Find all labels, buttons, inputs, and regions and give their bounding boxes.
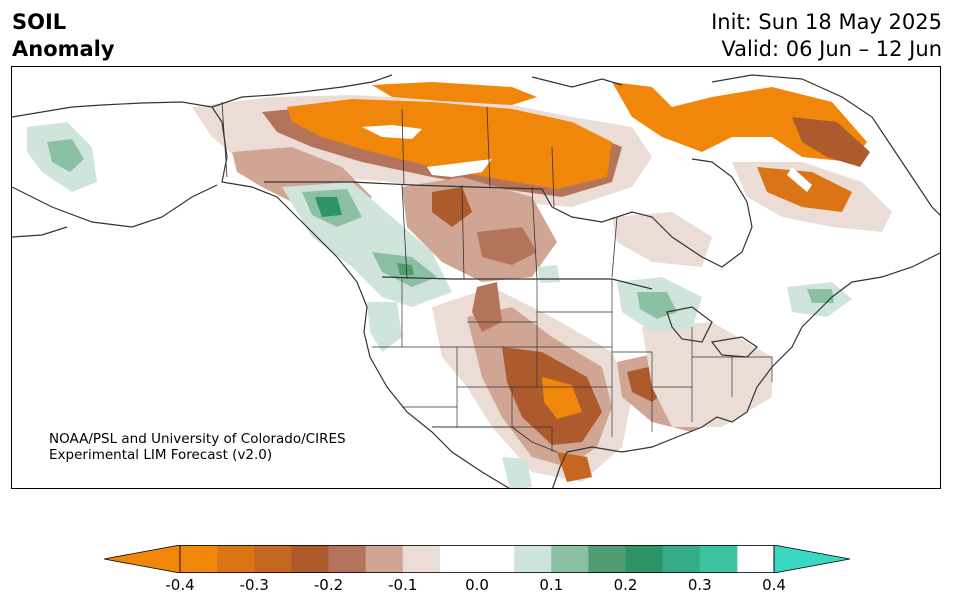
credit-line-2: Experimental LIM Forecast (v2.0) — [49, 447, 273, 463]
credit-text: NOAA/PSL and University of Colorado/CIRE… — [49, 431, 346, 463]
anomaly-stexas — [557, 452, 592, 482]
coastlines-and-borders — [12, 74, 940, 488]
map-panel[interactable] — [11, 66, 941, 489]
variable-title: SOIL — [12, 10, 67, 34]
anomaly-nd-wet — [537, 265, 560, 283]
anomaly-alaska-wet-core — [47, 139, 84, 172]
colorbar-tick-label: 0.0 — [465, 576, 489, 594]
colorbar-tick-label: 0.4 — [762, 576, 786, 594]
anomaly-arctic-islands — [372, 82, 537, 105]
colorbar-bin-1 — [217, 545, 255, 573]
colorbar-tick-label: 0.2 — [613, 576, 638, 594]
colorbar-bin-5 — [365, 545, 404, 573]
colorbar-bin-4 — [328, 545, 367, 573]
colorbar-tick-label: -0.1 — [388, 576, 418, 594]
anomaly-quebec-light — [612, 212, 712, 267]
colorbar — [104, 545, 850, 573]
colorbar-tick-label: 0.3 — [687, 576, 712, 594]
colorbar-bin-0 — [180, 545, 218, 573]
variable-subtitle: Anomaly — [12, 37, 115, 61]
init-date: Init: Sun 18 May 2025 — [711, 10, 942, 34]
white-lakes — [362, 125, 812, 192]
anomaly-prairies-core2 — [477, 227, 537, 265]
colorbar-bin-11 — [625, 545, 664, 573]
colorbar-bin-9 — [551, 545, 589, 573]
colorbar-extend-low — [104, 545, 181, 573]
colorbar-tick-label: -0.4 — [165, 576, 195, 594]
colorbar-bin-3 — [291, 545, 329, 573]
colorbar-frame — [179, 545, 775, 573]
anomaly-oklahoma-core — [542, 377, 582, 419]
colorbar-tick-label: -0.3 — [239, 576, 269, 594]
colorbar-bin-7 — [439, 545, 515, 573]
colorbar-tick-labels: -0.4 -0.3 -0.2 -0.1 0.0 0.1 0.2 0.3 0.4 — [0, 576, 954, 596]
colorbar-bin-12 — [662, 545, 701, 573]
anomaly-alberta-wet-core — [397, 263, 414, 275]
credit-line-1: NOAA/PSL and University of Colorado/CIRE… — [49, 431, 346, 447]
anomaly-bc-wet-core — [315, 197, 342, 217]
anomaly-pnw-wet — [367, 302, 402, 352]
colorbar-bin-10 — [588, 545, 626, 573]
anomaly-southeast-light — [642, 322, 772, 427]
colorbar-extend-high — [773, 545, 850, 573]
anomaly-map — [12, 74, 940, 488]
anomaly-newengland-wet-core — [807, 289, 834, 303]
colorbar-bin-2 — [254, 545, 292, 573]
colorbar-tick-label: 0.1 — [539, 576, 564, 594]
colorbar-bin-13 — [699, 545, 738, 573]
anomaly-montana-core — [472, 282, 502, 332]
title-block: SOIL Anomaly — [12, 9, 115, 63]
anomaly-mexico-wet — [502, 457, 532, 488]
anomaly-fill-layer — [27, 82, 892, 488]
anomaly-nunavut-core — [287, 99, 612, 189]
valid-range: Valid: 06 Jun – 12 Jun — [721, 37, 942, 61]
colorbar-bin-8 — [514, 545, 552, 573]
anomaly-nquebec-edge — [792, 117, 870, 167]
colorbar-tick-label: -0.2 — [313, 576, 344, 594]
colorbar-bin-6 — [402, 545, 441, 573]
date-block: Init: Sun 18 May 2025 Valid: 06 Jun – 12… — [711, 9, 942, 63]
